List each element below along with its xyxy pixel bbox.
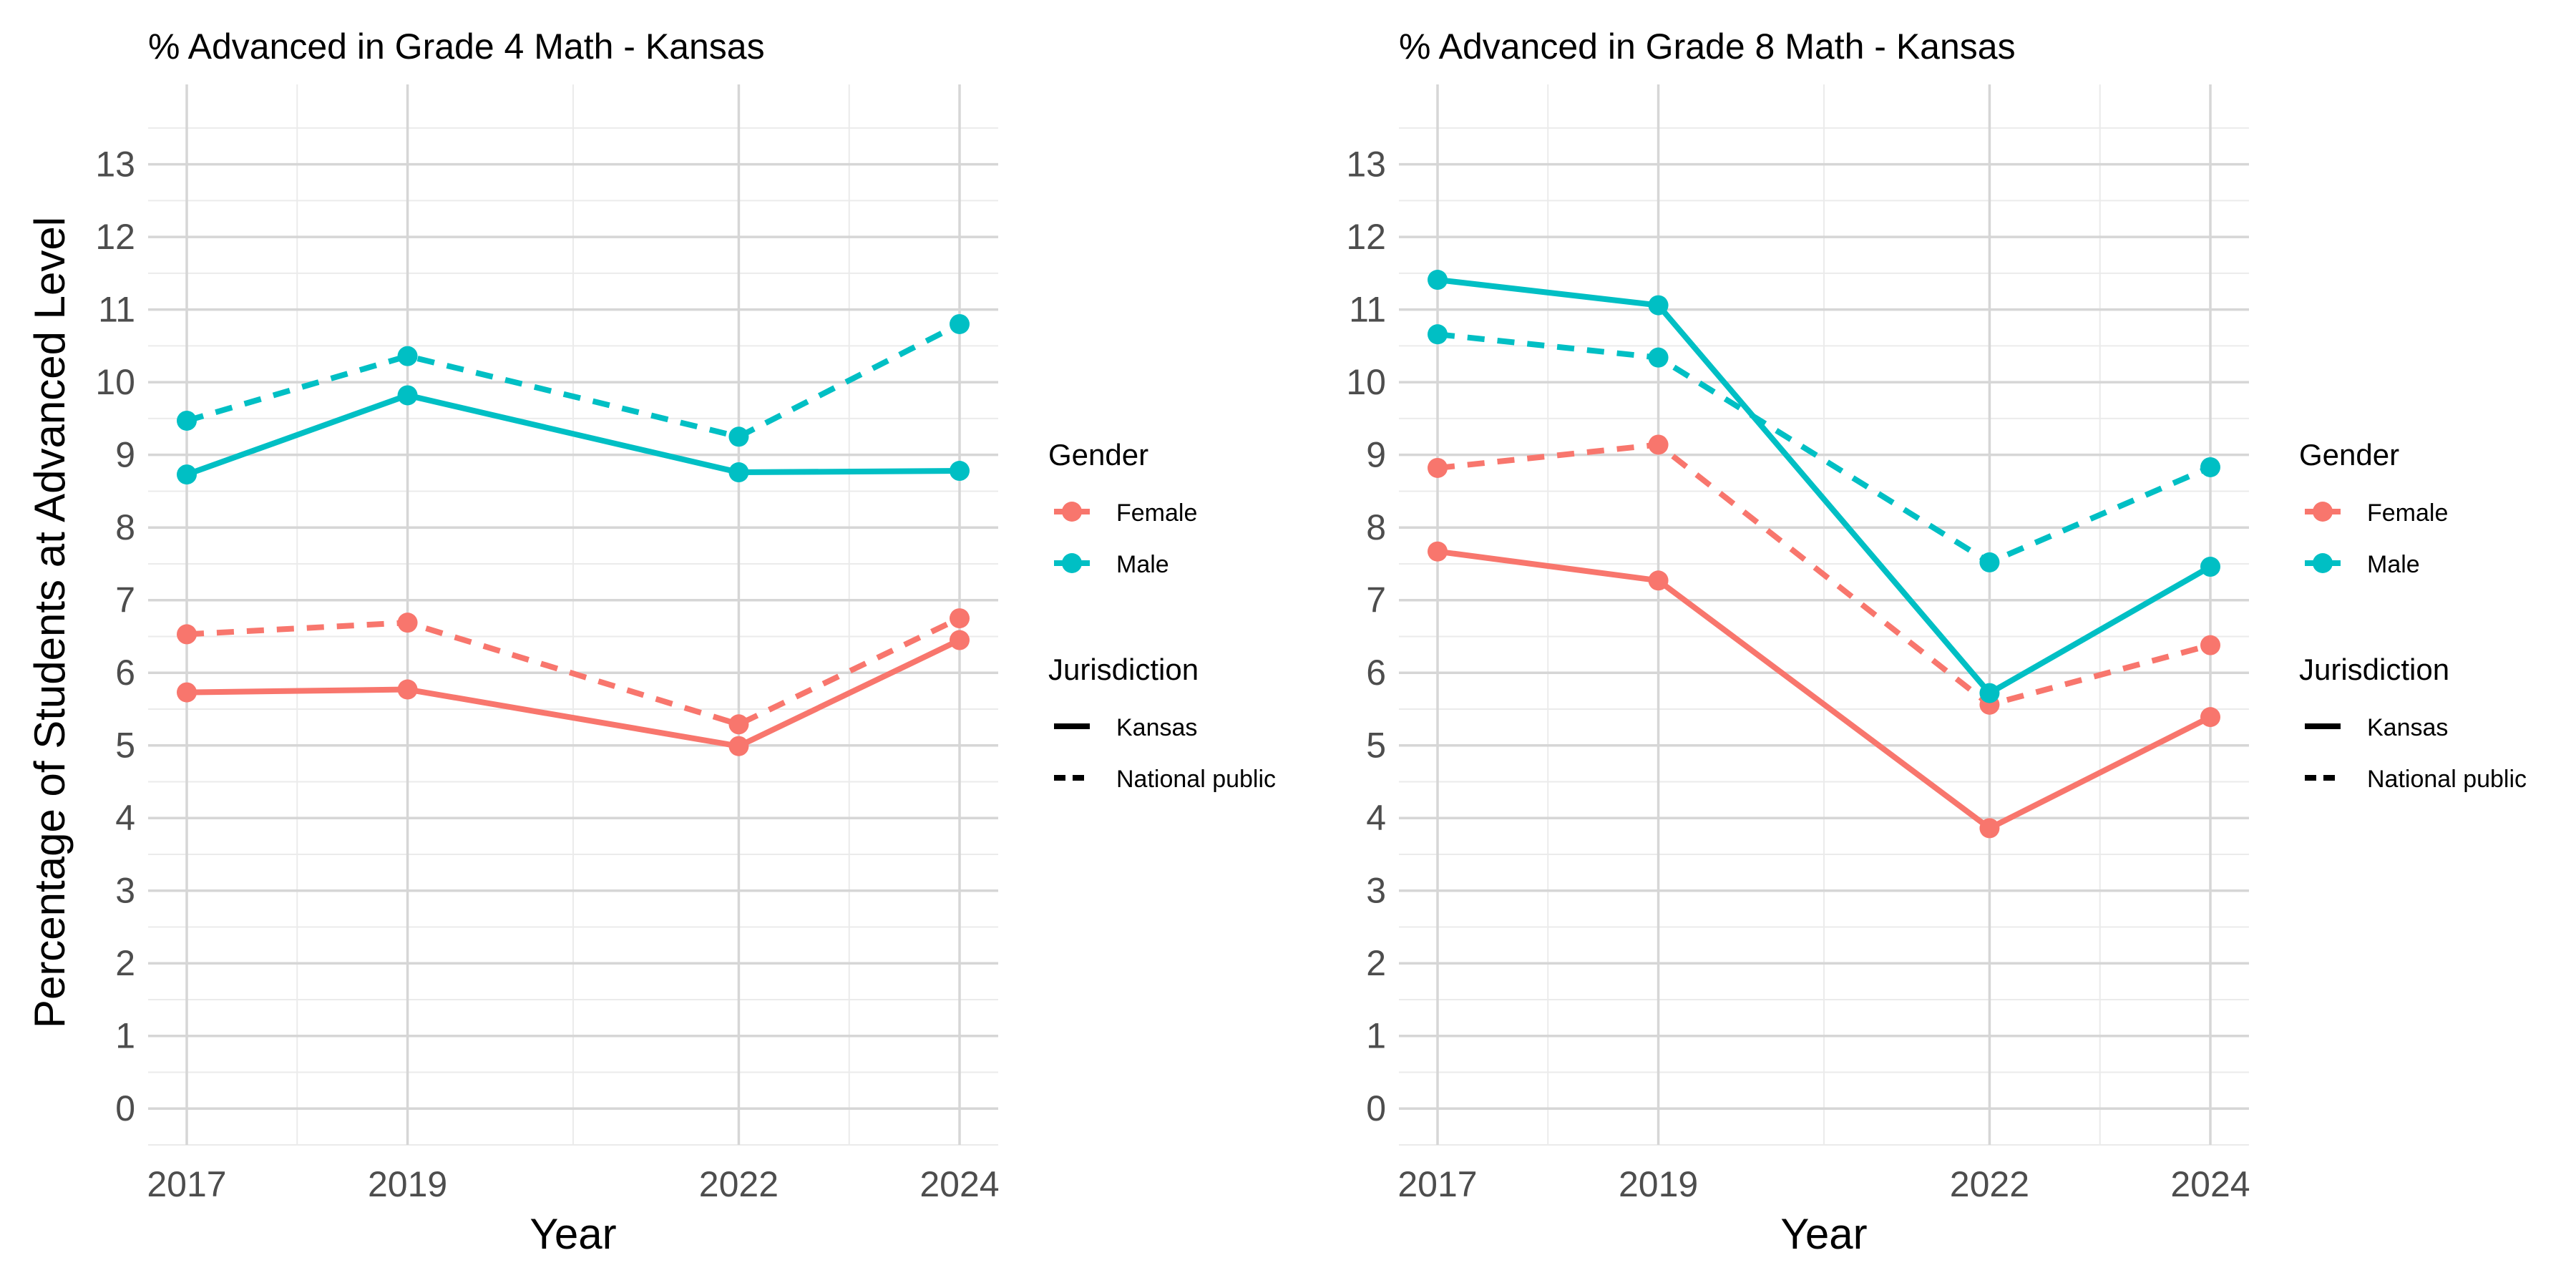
y-tick-label: 6: [1366, 653, 1386, 693]
data-point-female: [1428, 541, 1448, 562]
y-tick-label: 7: [1366, 580, 1386, 620]
legend-key-point: [1062, 502, 1082, 522]
data-point-male: [2200, 457, 2220, 477]
y-tick-label: 2: [1366, 943, 1386, 983]
data-point-male: [1648, 347, 1669, 368]
x-tick-label: 2019: [368, 1164, 447, 1204]
y-tick-label: 11: [1349, 290, 1386, 330]
x-axis-label: Year: [1780, 1210, 1867, 1258]
legend-label-gender: Male: [2367, 551, 2420, 578]
y-tick-label: 4: [115, 798, 135, 838]
y-tick-label: 12: [1346, 217, 1386, 257]
x-tick-label: 2024: [2170, 1164, 2250, 1204]
data-point-male: [1428, 270, 1448, 291]
chart-title: % Advanced in Grade 4 Math - Kansas: [148, 26, 765, 67]
series-line-male-kansas: [1437, 277, 2212, 696]
y-tick-label: 2: [115, 943, 135, 983]
data-point-female: [1428, 457, 1448, 478]
y-tick-label: 0: [115, 1088, 135, 1128]
data-point-male: [177, 410, 197, 431]
y-tick-label: 10: [1346, 362, 1386, 402]
y-tick-label: 1: [1366, 1016, 1386, 1056]
y-tick-label: 5: [1366, 726, 1386, 766]
y-tick-label: 3: [1366, 871, 1386, 911]
legend-label-gender: Male: [1116, 551, 1169, 578]
x-tick-label: 2017: [1397, 1164, 1477, 1204]
legend-title-gender: Gender: [2299, 438, 2399, 472]
series-line-female-national-public: [1437, 441, 2212, 708]
data-point-male: [950, 313, 970, 334]
y-tick-label: 13: [1346, 145, 1386, 185]
data-point-female: [2200, 707, 2220, 728]
legend-label-jurisdiction: Kansas: [1116, 714, 1197, 741]
x-tick-label: 2022: [699, 1164, 779, 1204]
legend-label-jurisdiction: National public: [2367, 766, 2527, 793]
y-tick-label: 9: [115, 435, 135, 475]
legend-key-point: [1062, 553, 1082, 573]
y-tick-label: 7: [115, 580, 135, 620]
legend-key-point: [2313, 553, 2333, 573]
y-tick-label: 12: [95, 217, 135, 257]
y-tick-label: 0: [1366, 1088, 1386, 1128]
data-point-female: [397, 613, 418, 633]
series-line-female-kansas: [1437, 548, 2212, 831]
x-tick-label: 2017: [147, 1164, 226, 1204]
y-tick-label: 1: [115, 1016, 135, 1056]
y-tick-label: 5: [115, 726, 135, 766]
legend-label-gender: Female: [2367, 499, 2448, 527]
legend-title-jurisdiction: Jurisdiction: [2299, 653, 2449, 686]
x-tick-label: 2022: [1950, 1164, 2029, 1204]
y-tick-label: 8: [115, 507, 135, 547]
data-point-female: [1648, 434, 1669, 455]
series-line-male-national-public: [1437, 331, 2212, 565]
x-tick-label: 2019: [1619, 1164, 1698, 1204]
data-point-male: [397, 346, 418, 366]
data-point-female: [950, 608, 970, 629]
data-point-male: [728, 426, 749, 447]
chart-title: % Advanced in Grade 8 Math - Kansas: [1399, 26, 2016, 67]
data-point-female: [1648, 570, 1669, 591]
y-tick-label: 3: [115, 871, 135, 911]
y-tick-label: 10: [95, 362, 135, 402]
data-point-male: [397, 385, 418, 406]
data-point-male: [2200, 557, 2220, 577]
series-line-female-national-public: [186, 615, 961, 728]
y-tick-label: 4: [1366, 798, 1386, 838]
x-tick-label: 2024: [919, 1164, 999, 1204]
legend-title-gender: Gender: [1048, 438, 1148, 472]
series-line-male-kansas: [185, 392, 960, 477]
legend-title-jurisdiction: Jurisdiction: [1048, 653, 1199, 686]
y-tick-label: 8: [1366, 507, 1386, 547]
legend-label-gender: Female: [1116, 499, 1197, 527]
data-point-male: [728, 462, 749, 483]
data-point-female: [728, 714, 749, 735]
data-point-male: [1979, 552, 2000, 572]
data-point-male: [1979, 683, 2000, 703]
data-point-female: [177, 624, 197, 645]
data-point-male: [950, 461, 970, 482]
y-tick-label: 11: [98, 290, 135, 330]
y-tick-label: 9: [1366, 435, 1386, 475]
data-point-male: [177, 464, 197, 485]
series-line-male-national-public: [185, 321, 961, 440]
y-axis-label: Percentage of Students at Advanced Level: [26, 217, 74, 1028]
x-axis-label: Year: [530, 1210, 616, 1258]
data-point-female: [950, 630, 970, 650]
legend-key-point: [2313, 502, 2333, 522]
data-point-female: [728, 736, 749, 756]
y-tick-label: 13: [95, 145, 135, 185]
data-point-female: [1979, 818, 2000, 839]
legend-label-jurisdiction: Kansas: [2367, 714, 2448, 741]
series-line-female-kansas: [186, 637, 961, 749]
data-point-female: [397, 679, 418, 700]
y-tick-label: 6: [115, 653, 135, 693]
data-point-male: [1648, 295, 1669, 316]
data-point-female: [177, 682, 197, 703]
data-point-female: [2200, 635, 2220, 655]
data-point-male: [1428, 324, 1448, 345]
legend-label-jurisdiction: National public: [1116, 766, 1276, 793]
